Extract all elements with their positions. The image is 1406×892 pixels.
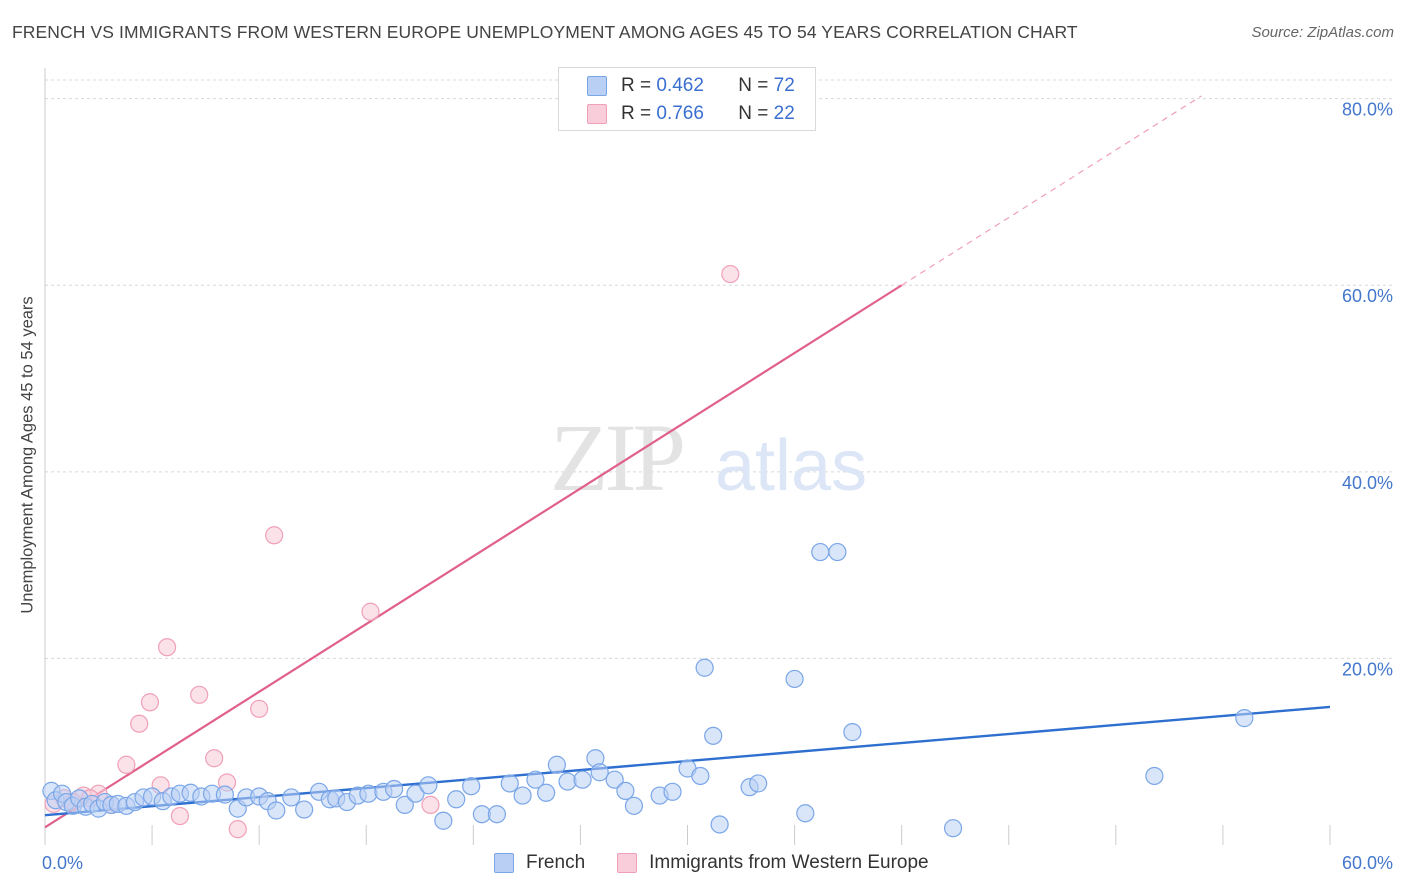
point-french xyxy=(1145,766,1164,786)
bottom-legend: French Immigrants from Western Europe xyxy=(494,852,961,874)
tick-labels: 20.0% 40.0% 60.0% 80.0% 0.0% 60.0% xyxy=(42,100,1393,873)
point-french xyxy=(282,788,301,807)
y-tick-label: 40.0% xyxy=(1342,473,1393,493)
point-french xyxy=(267,801,286,820)
point-immigrants xyxy=(265,526,284,545)
point-french xyxy=(419,776,438,795)
point-immigrants xyxy=(157,638,177,657)
bottom-legend-swatch-immigrants xyxy=(617,853,638,873)
legend-row-french: R = 0.462 N = 72 xyxy=(587,74,795,98)
trend-line-immigrants-extension xyxy=(901,95,1202,286)
grid-lines xyxy=(45,79,1392,659)
trend-line-immigrants xyxy=(44,284,903,829)
y-tick-label: 20.0% xyxy=(1342,659,1393,679)
point-french xyxy=(462,777,481,796)
watermark-atlas: atlas xyxy=(715,426,867,506)
point-french xyxy=(624,796,644,815)
bottom-legend-immigrants: Immigrants from Western Europe xyxy=(617,852,929,874)
legend-swatch-french xyxy=(587,76,607,96)
trend-lines xyxy=(44,95,1331,829)
point-french xyxy=(691,766,710,786)
point-french xyxy=(695,658,714,677)
x-tick-label: 0.0% xyxy=(42,853,83,873)
source-label: Source: ZipAtlas.com xyxy=(1251,24,1394,41)
point-immigrants xyxy=(250,699,269,718)
point-french xyxy=(663,782,682,801)
point-french xyxy=(547,755,566,774)
point-french xyxy=(828,542,847,562)
point-french xyxy=(406,784,425,803)
chart-title: FRENCH VS IMMIGRANTS FROM WESTERN EUROPE… xyxy=(12,22,1078,42)
y-tick-label: 80.0% xyxy=(1342,100,1393,120)
point-immigrants xyxy=(190,685,209,704)
point-immigrants xyxy=(361,602,380,621)
bottom-legend-swatch-french xyxy=(494,853,514,873)
legend-r-label: R = xyxy=(621,75,652,96)
legend-row-immigrants: R = 0.766 N = 22 xyxy=(587,102,795,126)
point-immigrants xyxy=(170,806,190,826)
point-french xyxy=(796,804,815,823)
point-immigrants xyxy=(421,795,440,814)
legend-n-value: 72 xyxy=(773,75,795,96)
y-tick-label: 60.0% xyxy=(1342,286,1393,306)
legend: R = 0.462 N = 72 R = 0.766 N = 22 xyxy=(558,67,816,131)
legend-n-label: N = xyxy=(738,103,769,124)
point-immigrants xyxy=(130,714,149,733)
data-points xyxy=(42,264,1254,839)
x-tick-label: 60.0% xyxy=(1342,853,1393,873)
point-french xyxy=(710,815,729,834)
point-french xyxy=(843,723,862,742)
point-french xyxy=(295,800,314,819)
point-french xyxy=(1235,709,1254,728)
point-immigrants xyxy=(140,693,160,712)
point-french xyxy=(537,783,556,802)
point-french xyxy=(487,805,506,824)
point-french xyxy=(447,790,466,809)
point-french xyxy=(500,774,519,793)
point-french xyxy=(590,763,609,782)
point-french xyxy=(513,786,532,805)
point-french xyxy=(526,770,545,789)
axes xyxy=(44,68,1331,845)
legend-n-value: 22 xyxy=(773,103,795,124)
watermark: ZIP atlas xyxy=(550,404,867,511)
bottom-legend-label: French xyxy=(526,852,586,873)
point-immigrants xyxy=(205,749,224,768)
point-immigrants xyxy=(228,820,247,839)
legend-swatch-immigrants xyxy=(587,104,607,124)
point-french xyxy=(749,774,768,793)
point-french xyxy=(704,726,723,745)
legend-r-label: R = xyxy=(621,103,652,124)
point-french xyxy=(616,781,635,800)
point-french xyxy=(395,795,414,814)
point-french xyxy=(785,669,804,689)
point-french xyxy=(384,779,404,799)
legend-r-value: 0.766 xyxy=(656,103,704,124)
bottom-legend-french: French xyxy=(494,852,585,874)
point-french xyxy=(943,819,963,838)
legend-r-value: 0.462 xyxy=(656,75,704,96)
bottom-legend-label: Immigrants from Western Europe xyxy=(649,852,929,873)
point-immigrants xyxy=(721,264,740,284)
point-french xyxy=(573,770,592,789)
legend-n-label: N = xyxy=(738,75,769,96)
point-french xyxy=(434,811,453,830)
point-french xyxy=(811,542,830,562)
point-french xyxy=(605,770,624,789)
point-immigrants xyxy=(117,755,136,774)
point-french xyxy=(558,772,577,791)
point-french xyxy=(359,784,378,803)
point-french xyxy=(215,785,234,804)
